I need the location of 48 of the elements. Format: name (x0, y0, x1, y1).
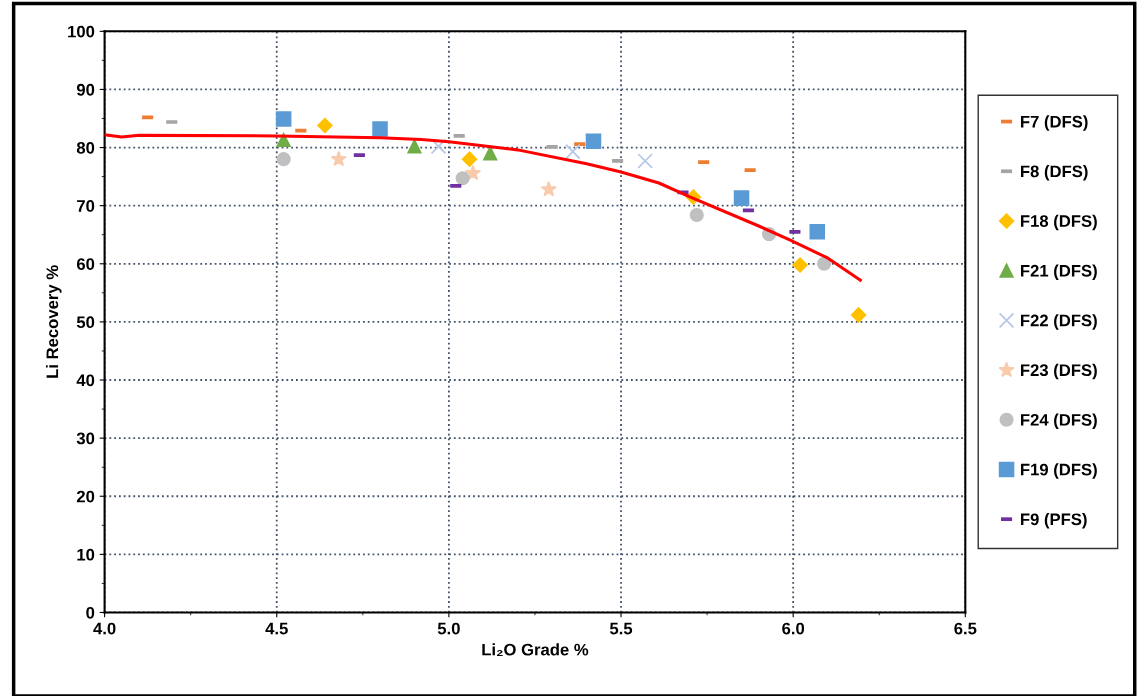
legend-label: F23 (DFS) (1021, 363, 1097, 380)
point (565, 143, 581, 160)
legend-label: F21 (DFS) (1021, 264, 1097, 280)
point (372, 121, 388, 137)
point (585, 133, 602, 149)
point (733, 190, 750, 206)
point (407, 139, 422, 154)
x-tick-label: 6.0 (782, 622, 805, 635)
point (461, 151, 478, 167)
legend-label: F9 (PFS) (1021, 512, 1087, 529)
point (792, 257, 808, 273)
legend-label: F18 (DFS) (1021, 214, 1097, 231)
legend-label: F19 (DFS) (1021, 463, 1097, 479)
legend-label: F8 (DFS) (1021, 165, 1088, 181)
point (850, 307, 867, 323)
legend-label: F22 (DFS) (1021, 314, 1097, 330)
point (464, 164, 482, 181)
x-tick-label: 5.5 (609, 622, 633, 635)
x-axis-title: Li₂O Grade % (482, 643, 589, 656)
y-axis-title: Li Recovery % (45, 265, 62, 378)
point (483, 146, 498, 161)
point (817, 256, 832, 271)
y-tick-label: 60 (76, 258, 95, 270)
y-tick-label: 30 (76, 432, 95, 445)
point (637, 153, 653, 169)
x-tick-label: 6.5 (954, 622, 977, 635)
y-tick-label: 0 (86, 606, 95, 619)
point (809, 224, 826, 240)
y-tick-label: 50 (76, 316, 95, 329)
y-tick-label: 80 (76, 141, 95, 154)
point (540, 180, 557, 197)
y-tick-label: 90 (76, 83, 95, 96)
y-tick-label: 10 (77, 548, 95, 561)
point (275, 111, 292, 127)
x-tick-label: 4.0 (93, 622, 116, 635)
y-tick-label: 20 (76, 490, 95, 503)
point (276, 152, 291, 167)
y-tick-label: 40 (76, 374, 95, 387)
y-tick-label: 70 (77, 200, 95, 212)
legend-label: F7 (DFS) (1021, 115, 1088, 131)
x-tick-label: 5.0 (437, 622, 460, 635)
x-tick-label: 4.5 (265, 622, 288, 635)
legend-label: F24 (DFS) (1021, 413, 1097, 430)
point (330, 150, 347, 167)
point (317, 117, 333, 134)
y-tick-label: 100 (68, 25, 95, 38)
point (455, 171, 470, 186)
point (689, 207, 704, 223)
